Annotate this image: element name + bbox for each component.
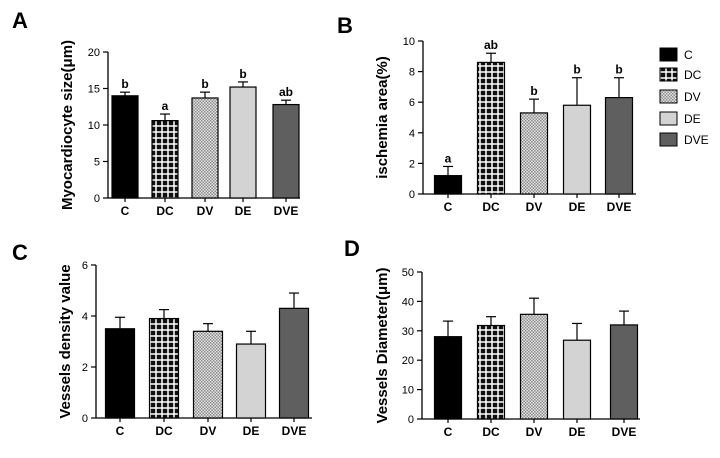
bar-b-dc [476,61,506,195]
bar-d-de [562,339,592,420]
bar-b-de [562,104,592,195]
bar-c-c [104,328,136,419]
y-tick-label-d: 50 [402,267,414,279]
bar-b-c [433,175,463,195]
y-tick-label-d: 20 [402,355,414,367]
x-tick-label-b-de: DE [569,200,586,214]
y-tick-label-d: 40 [402,296,414,308]
y-tick-label-d: 30 [402,326,414,338]
x-tick-label-a-de: DE [235,204,252,218]
panel-c: C Vessels density value 0 2 4 6 C DC DV DE DVE [12,240,312,438]
y-tick-label-b: 10 [403,36,415,48]
legend-label-dv: DV [684,90,701,104]
y-tick-label-c: 4 [82,311,88,323]
x-tick-label-d-dc: DC [482,425,500,439]
bar-d-dve [609,324,639,420]
x-tick-label-d-de: DE [569,425,586,439]
y-tick-label-d: 0 [408,414,414,426]
x-tick-label-c-c: C [116,424,125,438]
y-axis-label-c: Vessels density value [57,264,74,418]
y-tick-label-b: 6 [409,97,415,109]
x-tick-label-b-c: C [444,200,453,214]
y-tick-label-c: 0 [82,413,88,425]
significance-label-b-dve: b [615,63,622,77]
bar-d-dv [519,313,549,420]
panel-letter-c: C [12,240,28,265]
bar-a-c [111,95,139,199]
panel-letter-b: B [337,13,353,38]
legend-label-dc: DC [684,68,702,82]
y-tick-label-a: 0 [94,193,100,205]
significance-label-b-dv: b [530,84,537,98]
y-tick-label-b: 8 [409,67,415,79]
bar-b-dv [519,112,549,195]
significance-label-b-dc: ab [484,38,498,52]
x-tick-label-c-dc: DC [155,424,173,438]
bar-c-dv [192,330,224,419]
bar-a-dc [151,120,179,199]
panel-letter-d: D [344,236,360,261]
y-tick-label-c: 2 [82,362,88,374]
legend-label-dve: DVE [684,133,709,147]
legend-swatch-c [659,47,678,62]
significance-label-b-c: a [445,151,452,165]
panel-a: A Myocardiocyte size(μm) 0 5 10 15 20 Cb DC a DV b D… [12,8,300,218]
bar-a-dve [272,103,300,199]
bar-d-dc [476,324,506,420]
x-tick-label-b-dv: DV [526,200,543,214]
legend-swatch-de [659,111,678,126]
y-axis-label-d: Vessels Diameter(μm) [374,268,391,424]
bar-b-dve [604,97,634,195]
legend: C DC DV DE DVE [659,47,709,147]
x-tick-label-c-de: DE [243,424,260,438]
significance-label-a-dv: b [201,77,208,91]
y-tick-label-a: 10 [88,120,100,132]
y-tick-label-b: 0 [409,189,415,201]
y-tick-label-d: 10 [402,385,414,397]
y-tick-label-a: 15 [88,84,100,96]
significance-label-a-de: b [239,67,246,81]
x-tick-label-a-c: C [121,204,130,218]
y-tick-label-b: 4 [409,128,415,140]
x-tick-label-d-dve: DVE [612,425,637,439]
legend-swatch-dc [659,67,678,82]
legend-swatch-dve [659,132,678,147]
x-tick-label-a-dc: DC [156,204,174,218]
y-axis-label-a: Myocardiocyte size(μm) [59,40,76,210]
legend-swatch-dv [659,89,678,104]
x-tick-label-b-dc: DC [482,200,500,214]
panel-letter-a: A [12,8,28,33]
bar-c-dve [278,307,310,419]
y-axis-label-b: ischemia area(%) [374,56,391,179]
x-tick-label-a-dv: DV [197,204,214,218]
x-tick-label-c-dve: DVE [282,424,307,438]
significance-label-a-dc: a [162,99,169,113]
x-tick-label-b-dve: DVE [607,200,632,214]
y-tick-label-a: 5 [94,157,100,169]
y-tick-label-a: 20 [88,47,100,59]
y-tick-label-b: 2 [409,158,415,170]
significance-label-a-dve: ab [279,85,293,99]
legend-label-de: DE [684,112,701,126]
significance-label-b-de: b [573,63,580,77]
bar-d-c [433,336,463,420]
x-tick-label-a-dve: DVE [274,204,299,218]
x-tick-label-d-c: C [444,425,453,439]
legend-label-c: C [684,48,693,62]
panel-d: D Vessels Diameter(μm) 0 10 20 30 40 50 C DC DV DE D… [344,236,640,439]
significance-label-a-c: b [121,77,128,91]
bar-c-dc [148,317,180,419]
x-tick-label-c-dv: DV [200,424,217,438]
bar-a-de [229,86,257,199]
x-tick-label-d-dv: DV [526,425,543,439]
bar-a-dv [191,97,219,199]
bar-c-de [235,343,267,419]
y-tick-label-c: 6 [82,260,88,272]
